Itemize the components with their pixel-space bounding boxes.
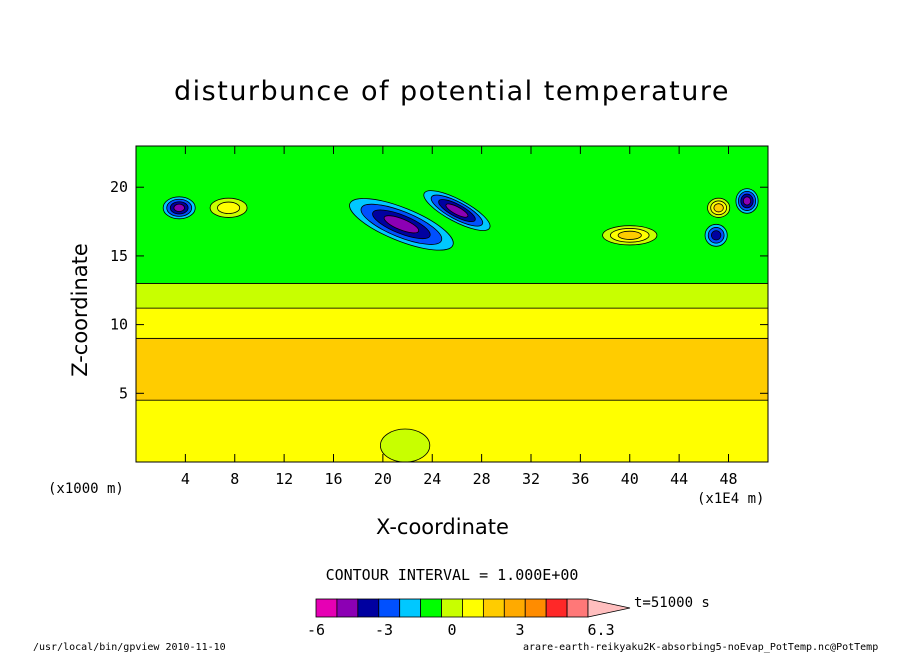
x-tick-label: 28 [473,470,491,488]
z-unit-label: (x1000 m) [48,481,124,497]
colorbar-cell [524,598,547,618]
colorbar-cell [545,598,568,618]
x-tick-label: 48 [719,470,737,488]
footer-right: arare-earth-reikyaku2K-absorbing5-noEvap… [523,642,879,653]
field-layer [136,146,768,462]
colorbar-cell [357,598,380,618]
colorbar-tick-label: 6.3 [588,621,615,639]
z-tick-label: 20 [110,178,128,196]
field-feature-0 [349,198,454,251]
field-feature-5 [602,225,658,246]
field-feature-3 [735,188,759,214]
x-tick-label: 4 [181,470,190,488]
colorbar-tick-label: 0 [447,621,456,639]
plot-frame [135,145,769,463]
x-tick-label: 8 [230,470,239,488]
x-tick-label: 44 [670,470,688,488]
contour-interval-label: CONTOUR INTERVAL = 1.000E+00 [325,566,579,584]
z-tick-label: 15 [110,247,128,265]
z-axis-label: Z-coordinate [68,243,92,377]
x-tick-label: 20 [374,470,392,488]
field-band-0 [136,399,768,462]
colorbar-cell [315,598,338,618]
colorbar-extend-arrow [587,598,631,618]
x-tick-label: 16 [324,470,342,488]
z-tick-label: 5 [119,384,128,402]
field-feature-2 [162,196,196,220]
x-tick-label: 24 [423,470,441,488]
x-tick-label: 32 [522,470,540,488]
field-band-1 [136,337,768,401]
colorbar-cell [566,598,589,618]
z-axis-ticks: 5 10 15 20 [110,178,768,402]
field-feature-6 [707,197,731,218]
field-feature-1 [423,190,491,231]
colorbar: -6 -3 0 3 6.3 [307,598,631,639]
colorbar-cell [399,598,422,618]
colorbar-cell [378,598,401,618]
colorbar-cell [441,598,463,618]
z-tick-label: 10 [110,316,128,334]
field-feature-8 [380,428,431,462]
x-axis-ticks: 4 8 12 16 20 24 28 32 36 40 44 48 [181,146,738,488]
x-tick-label: 36 [571,470,589,488]
colorbar-tick-label: -3 [375,621,393,639]
colorbar-cell [336,598,359,618]
colorbar-cell [420,598,442,618]
field-band-2 [136,307,768,339]
footer-left: /usr/local/bin/gpview 2010-11-10 [33,642,226,653]
field-band-3 [136,282,768,309]
colorbar-tick-label: -6 [307,621,325,639]
x-axis-label: X-coordinate [376,515,509,539]
x-tick-label: 40 [621,470,639,488]
chart-title: disturbunce of potential temperature [174,76,730,107]
time-label: t=51000 s [634,595,710,611]
colorbar-cell [482,598,505,618]
colorbar-tick-label: 3 [515,621,524,639]
x-unit-label: (x1E4 m) [697,491,765,507]
field-feature-4 [704,223,728,247]
colorbar-cell [503,598,526,618]
x-tick-label: 12 [275,470,293,488]
colorbar-cell [462,598,484,618]
field-feature-7 [209,197,248,218]
